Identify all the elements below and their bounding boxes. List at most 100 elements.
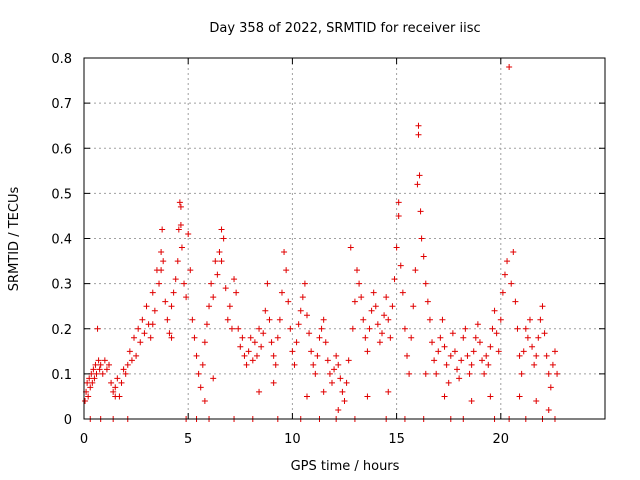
data-point bbox=[172, 276, 179, 283]
data-point bbox=[337, 375, 344, 382]
data-point bbox=[301, 280, 308, 287]
data-point bbox=[431, 357, 438, 364]
data-point bbox=[460, 334, 467, 341]
data-point bbox=[187, 267, 194, 274]
data-point bbox=[495, 348, 502, 355]
data-point bbox=[349, 325, 356, 332]
data-point bbox=[106, 361, 113, 368]
data-point bbox=[126, 348, 133, 355]
data-point bbox=[266, 316, 273, 323]
data-point bbox=[251, 339, 258, 346]
y-tick-label: 0 bbox=[64, 413, 72, 428]
data-point bbox=[545, 370, 552, 377]
data-point bbox=[218, 226, 225, 233]
y-tick-label: 0.8 bbox=[51, 52, 72, 67]
data-point bbox=[389, 303, 396, 310]
data-point bbox=[456, 375, 463, 382]
data-point bbox=[228, 325, 235, 332]
data-point bbox=[462, 325, 469, 332]
data-point bbox=[90, 366, 97, 373]
data-point bbox=[94, 325, 101, 332]
data-point bbox=[415, 122, 422, 129]
data-point bbox=[414, 181, 421, 188]
data-point bbox=[222, 285, 229, 292]
data-point bbox=[320, 316, 327, 323]
data-point bbox=[535, 334, 542, 341]
data-point bbox=[516, 393, 523, 400]
data-point bbox=[253, 352, 260, 359]
data-point bbox=[249, 357, 256, 364]
data-point bbox=[441, 393, 448, 400]
data-point bbox=[451, 348, 458, 355]
data-point bbox=[522, 325, 529, 332]
data-point bbox=[479, 357, 486, 364]
data-point bbox=[437, 334, 444, 341]
data-point bbox=[118, 379, 125, 386]
data-point bbox=[174, 258, 181, 265]
data-point bbox=[168, 303, 175, 310]
data-point bbox=[191, 334, 198, 341]
data-point bbox=[260, 330, 267, 337]
data-point bbox=[306, 330, 313, 337]
data-point bbox=[237, 343, 244, 350]
data-point bbox=[429, 339, 436, 346]
data-point bbox=[362, 334, 369, 341]
data-point bbox=[487, 393, 494, 400]
data-point bbox=[96, 366, 103, 373]
data-point bbox=[387, 334, 394, 341]
data-point bbox=[289, 348, 296, 355]
y-tick-label: 0.6 bbox=[51, 142, 72, 157]
data-point bbox=[224, 316, 231, 323]
data-point bbox=[514, 325, 521, 332]
data-point bbox=[281, 249, 288, 256]
data-point bbox=[185, 230, 192, 237]
data-point bbox=[299, 294, 306, 301]
data-point bbox=[181, 280, 188, 287]
data-point bbox=[95, 357, 102, 364]
data-point bbox=[293, 339, 300, 346]
data-point bbox=[366, 325, 373, 332]
data-point bbox=[133, 352, 140, 359]
data-point bbox=[551, 348, 558, 355]
data-point bbox=[399, 289, 406, 296]
data-point bbox=[416, 172, 423, 179]
y-tick-label: 0.2 bbox=[51, 323, 72, 338]
data-point bbox=[537, 316, 544, 323]
data-point bbox=[199, 361, 206, 368]
data-point bbox=[381, 312, 388, 319]
data-point bbox=[345, 357, 352, 364]
data-point bbox=[493, 330, 500, 337]
data-point bbox=[412, 267, 419, 274]
data-point bbox=[151, 307, 158, 314]
data-point bbox=[410, 303, 417, 310]
data-point bbox=[510, 249, 517, 256]
data-point bbox=[243, 361, 250, 368]
data-point bbox=[233, 289, 240, 296]
data-point bbox=[312, 370, 319, 377]
data-point bbox=[135, 325, 142, 332]
data-point bbox=[175, 226, 182, 233]
data-point bbox=[256, 388, 263, 395]
data-point bbox=[489, 325, 496, 332]
data-point bbox=[383, 294, 390, 301]
data-point bbox=[177, 221, 184, 228]
data-point bbox=[454, 366, 461, 373]
data-point bbox=[247, 334, 254, 341]
data-point bbox=[531, 361, 538, 368]
data-point bbox=[395, 199, 402, 206]
data-point bbox=[201, 339, 208, 346]
data-point bbox=[335, 406, 342, 413]
data-point bbox=[303, 312, 310, 319]
chart-title: Day 358 of 2022, SRMTID for receiver iis… bbox=[209, 21, 480, 36]
data-point bbox=[139, 316, 146, 323]
data-point bbox=[549, 361, 556, 368]
data-point bbox=[156, 280, 163, 287]
data-point bbox=[203, 321, 210, 328]
data-point bbox=[347, 244, 354, 251]
data-point bbox=[547, 384, 554, 391]
data-point bbox=[164, 316, 171, 323]
data-point bbox=[128, 357, 135, 364]
data-point bbox=[278, 289, 285, 296]
data-point bbox=[324, 357, 331, 364]
